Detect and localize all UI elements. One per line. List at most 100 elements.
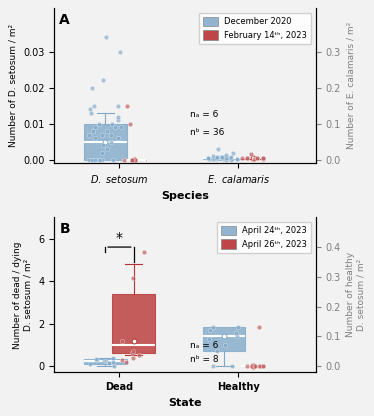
Point bbox=[248, 151, 254, 158]
Point bbox=[215, 145, 221, 152]
Point bbox=[108, 139, 114, 145]
Point bbox=[210, 324, 216, 331]
Text: nᵇ = 36: nᵇ = 36 bbox=[190, 129, 224, 137]
Point bbox=[244, 154, 250, 161]
Text: A: A bbox=[59, 13, 70, 27]
Point bbox=[129, 156, 135, 163]
Point bbox=[88, 361, 94, 367]
Point bbox=[96, 156, 102, 163]
Point bbox=[206, 336, 212, 343]
Point bbox=[108, 131, 114, 138]
Point bbox=[130, 354, 136, 361]
Point bbox=[255, 324, 261, 331]
Point bbox=[118, 124, 124, 131]
Point bbox=[251, 155, 257, 162]
Point bbox=[223, 154, 229, 161]
Point bbox=[132, 156, 138, 163]
Point bbox=[226, 155, 232, 161]
Point bbox=[211, 155, 217, 162]
Point bbox=[223, 151, 229, 158]
Point bbox=[205, 154, 211, 161]
Point bbox=[111, 363, 117, 369]
Point bbox=[205, 155, 211, 162]
Point bbox=[209, 155, 215, 162]
Point bbox=[115, 113, 121, 120]
Point bbox=[129, 156, 135, 163]
Point bbox=[127, 120, 133, 127]
Point bbox=[260, 155, 266, 161]
Bar bbox=[203, 158, 245, 159]
Point bbox=[110, 359, 116, 365]
Point bbox=[235, 324, 241, 331]
Point bbox=[102, 357, 108, 364]
Point bbox=[129, 156, 135, 163]
Point bbox=[108, 120, 114, 127]
Point bbox=[229, 363, 234, 369]
Point bbox=[219, 153, 225, 160]
X-axis label: Species: Species bbox=[161, 191, 209, 201]
Point bbox=[219, 155, 225, 162]
Point bbox=[87, 106, 93, 113]
Point bbox=[234, 156, 240, 162]
Point bbox=[213, 154, 219, 161]
Point bbox=[123, 359, 129, 365]
Point bbox=[220, 155, 226, 162]
Point bbox=[223, 156, 229, 163]
Point bbox=[254, 155, 260, 162]
Point bbox=[141, 249, 147, 256]
Point bbox=[89, 84, 95, 91]
Point bbox=[210, 153, 216, 159]
Point bbox=[129, 350, 135, 357]
Point bbox=[254, 155, 260, 161]
Point bbox=[104, 128, 110, 134]
Point bbox=[99, 142, 105, 149]
Point bbox=[255, 363, 261, 369]
Point bbox=[244, 363, 250, 369]
Point bbox=[227, 154, 233, 160]
Bar bbox=[112, 294, 155, 353]
Point bbox=[106, 359, 112, 366]
Y-axis label: Number of dead / dying
D. setosum / m²: Number of dead / dying D. setosum / m² bbox=[13, 241, 33, 349]
Text: B: B bbox=[59, 222, 70, 236]
Point bbox=[207, 327, 213, 334]
Point bbox=[214, 154, 220, 161]
Bar bbox=[84, 359, 127, 364]
Point bbox=[99, 156, 105, 163]
Point bbox=[88, 109, 94, 116]
Point bbox=[94, 357, 100, 363]
Point bbox=[117, 48, 123, 55]
Point bbox=[222, 342, 228, 349]
Point bbox=[234, 333, 240, 339]
Point bbox=[99, 77, 105, 84]
Point bbox=[136, 352, 142, 359]
X-axis label: State: State bbox=[168, 398, 202, 408]
Point bbox=[92, 135, 98, 141]
Point bbox=[239, 154, 245, 161]
Bar bbox=[84, 124, 127, 160]
Point bbox=[115, 135, 121, 141]
Legend: December 2020, February 14ᵗʰ, 2023: December 2020, February 14ᵗʰ, 2023 bbox=[199, 12, 312, 44]
Y-axis label: Number of E. calamaris / m²: Number of E. calamaris / m² bbox=[346, 22, 355, 149]
Y-axis label: Number of D. setosum / m²: Number of D. setosum / m² bbox=[8, 24, 17, 147]
Point bbox=[228, 156, 234, 163]
Point bbox=[91, 156, 96, 163]
Point bbox=[121, 156, 127, 163]
Point bbox=[92, 156, 98, 163]
Point bbox=[86, 156, 92, 163]
Point bbox=[260, 363, 266, 369]
Text: *: * bbox=[116, 231, 123, 245]
Point bbox=[125, 102, 131, 109]
Point bbox=[214, 155, 220, 161]
Point bbox=[119, 357, 125, 363]
Text: nₐ = 6: nₐ = 6 bbox=[190, 341, 218, 349]
Point bbox=[260, 155, 266, 162]
Point bbox=[131, 348, 137, 354]
Point bbox=[115, 117, 121, 124]
Point bbox=[233, 330, 239, 337]
Point bbox=[115, 102, 121, 109]
Point bbox=[89, 156, 95, 163]
Point bbox=[230, 149, 236, 156]
Point bbox=[243, 155, 249, 161]
Point bbox=[257, 363, 263, 369]
Point bbox=[206, 155, 212, 162]
